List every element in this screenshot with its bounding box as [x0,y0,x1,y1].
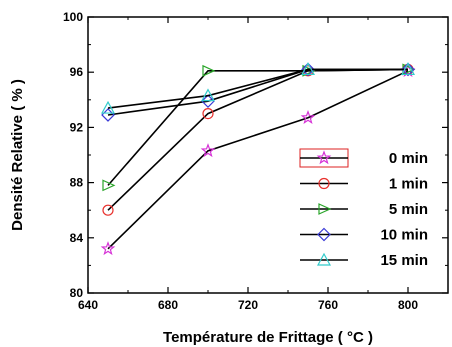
data-point [202,64,216,77]
series-line [107,68,409,186]
data-point [400,62,416,76]
x-tick-label: 760 [318,298,338,312]
series-15-min [100,62,416,114]
data-point [301,62,315,77]
y-tick-label: 88 [70,176,84,190]
data-point [100,241,116,256]
series-1-min [102,63,414,216]
y-axis-title: Densité Relative ( % ) [9,79,26,231]
y-tick-label: 80 [70,286,84,300]
legend-item: 5 min [300,201,428,218]
data-point [202,107,214,120]
legend-item: 0 min [299,148,428,168]
data-point [201,94,215,109]
data-point [102,179,116,192]
y-tick-label: 92 [70,120,84,134]
legend-label: 5 min [389,201,428,218]
data-point [200,143,216,158]
series-line [107,70,409,250]
legend: 0 min 1 min 5 min 10 min 15 min [299,148,428,269]
series-0-min [100,63,416,256]
x-tick-label: 720 [238,298,258,312]
legend-marker [318,177,330,190]
data-point [401,62,415,77]
x-tick-label: 800 [398,298,418,312]
data-point [102,204,114,216]
y-tick-label: 100 [63,10,83,24]
x-tick-label: 640 [78,298,98,312]
legend-label: 15 min [380,252,428,269]
y-tick-label: 96 [70,65,84,79]
data-point [100,100,116,114]
series-line [107,68,409,211]
legend-item: 1 min [300,176,428,193]
series-line [107,68,408,109]
x-axis-title: Température de Frittage ( °C ) [163,329,373,346]
data-point [200,88,216,102]
legend-label: 0 min [389,150,428,167]
tick-marks [87,16,448,294]
data-point [300,62,316,76]
tick-labels: 640 680 720 760 800 80 84 88 92 96 100 [63,10,418,312]
legend-label: 10 min [380,227,428,244]
legend-marker [317,227,331,242]
legend-marker [316,252,332,266]
series-layer [100,62,416,256]
series-5-min [102,63,416,192]
legend-marker [316,150,332,165]
legend-item: 15 min [300,252,428,269]
legend-marker [318,203,332,215]
legend-label: 1 min [389,176,428,193]
data-point [300,110,316,124]
legend-item: 10 min [300,227,428,244]
y-tick-label: 84 [70,231,84,245]
x-tick-label: 680 [158,298,178,312]
